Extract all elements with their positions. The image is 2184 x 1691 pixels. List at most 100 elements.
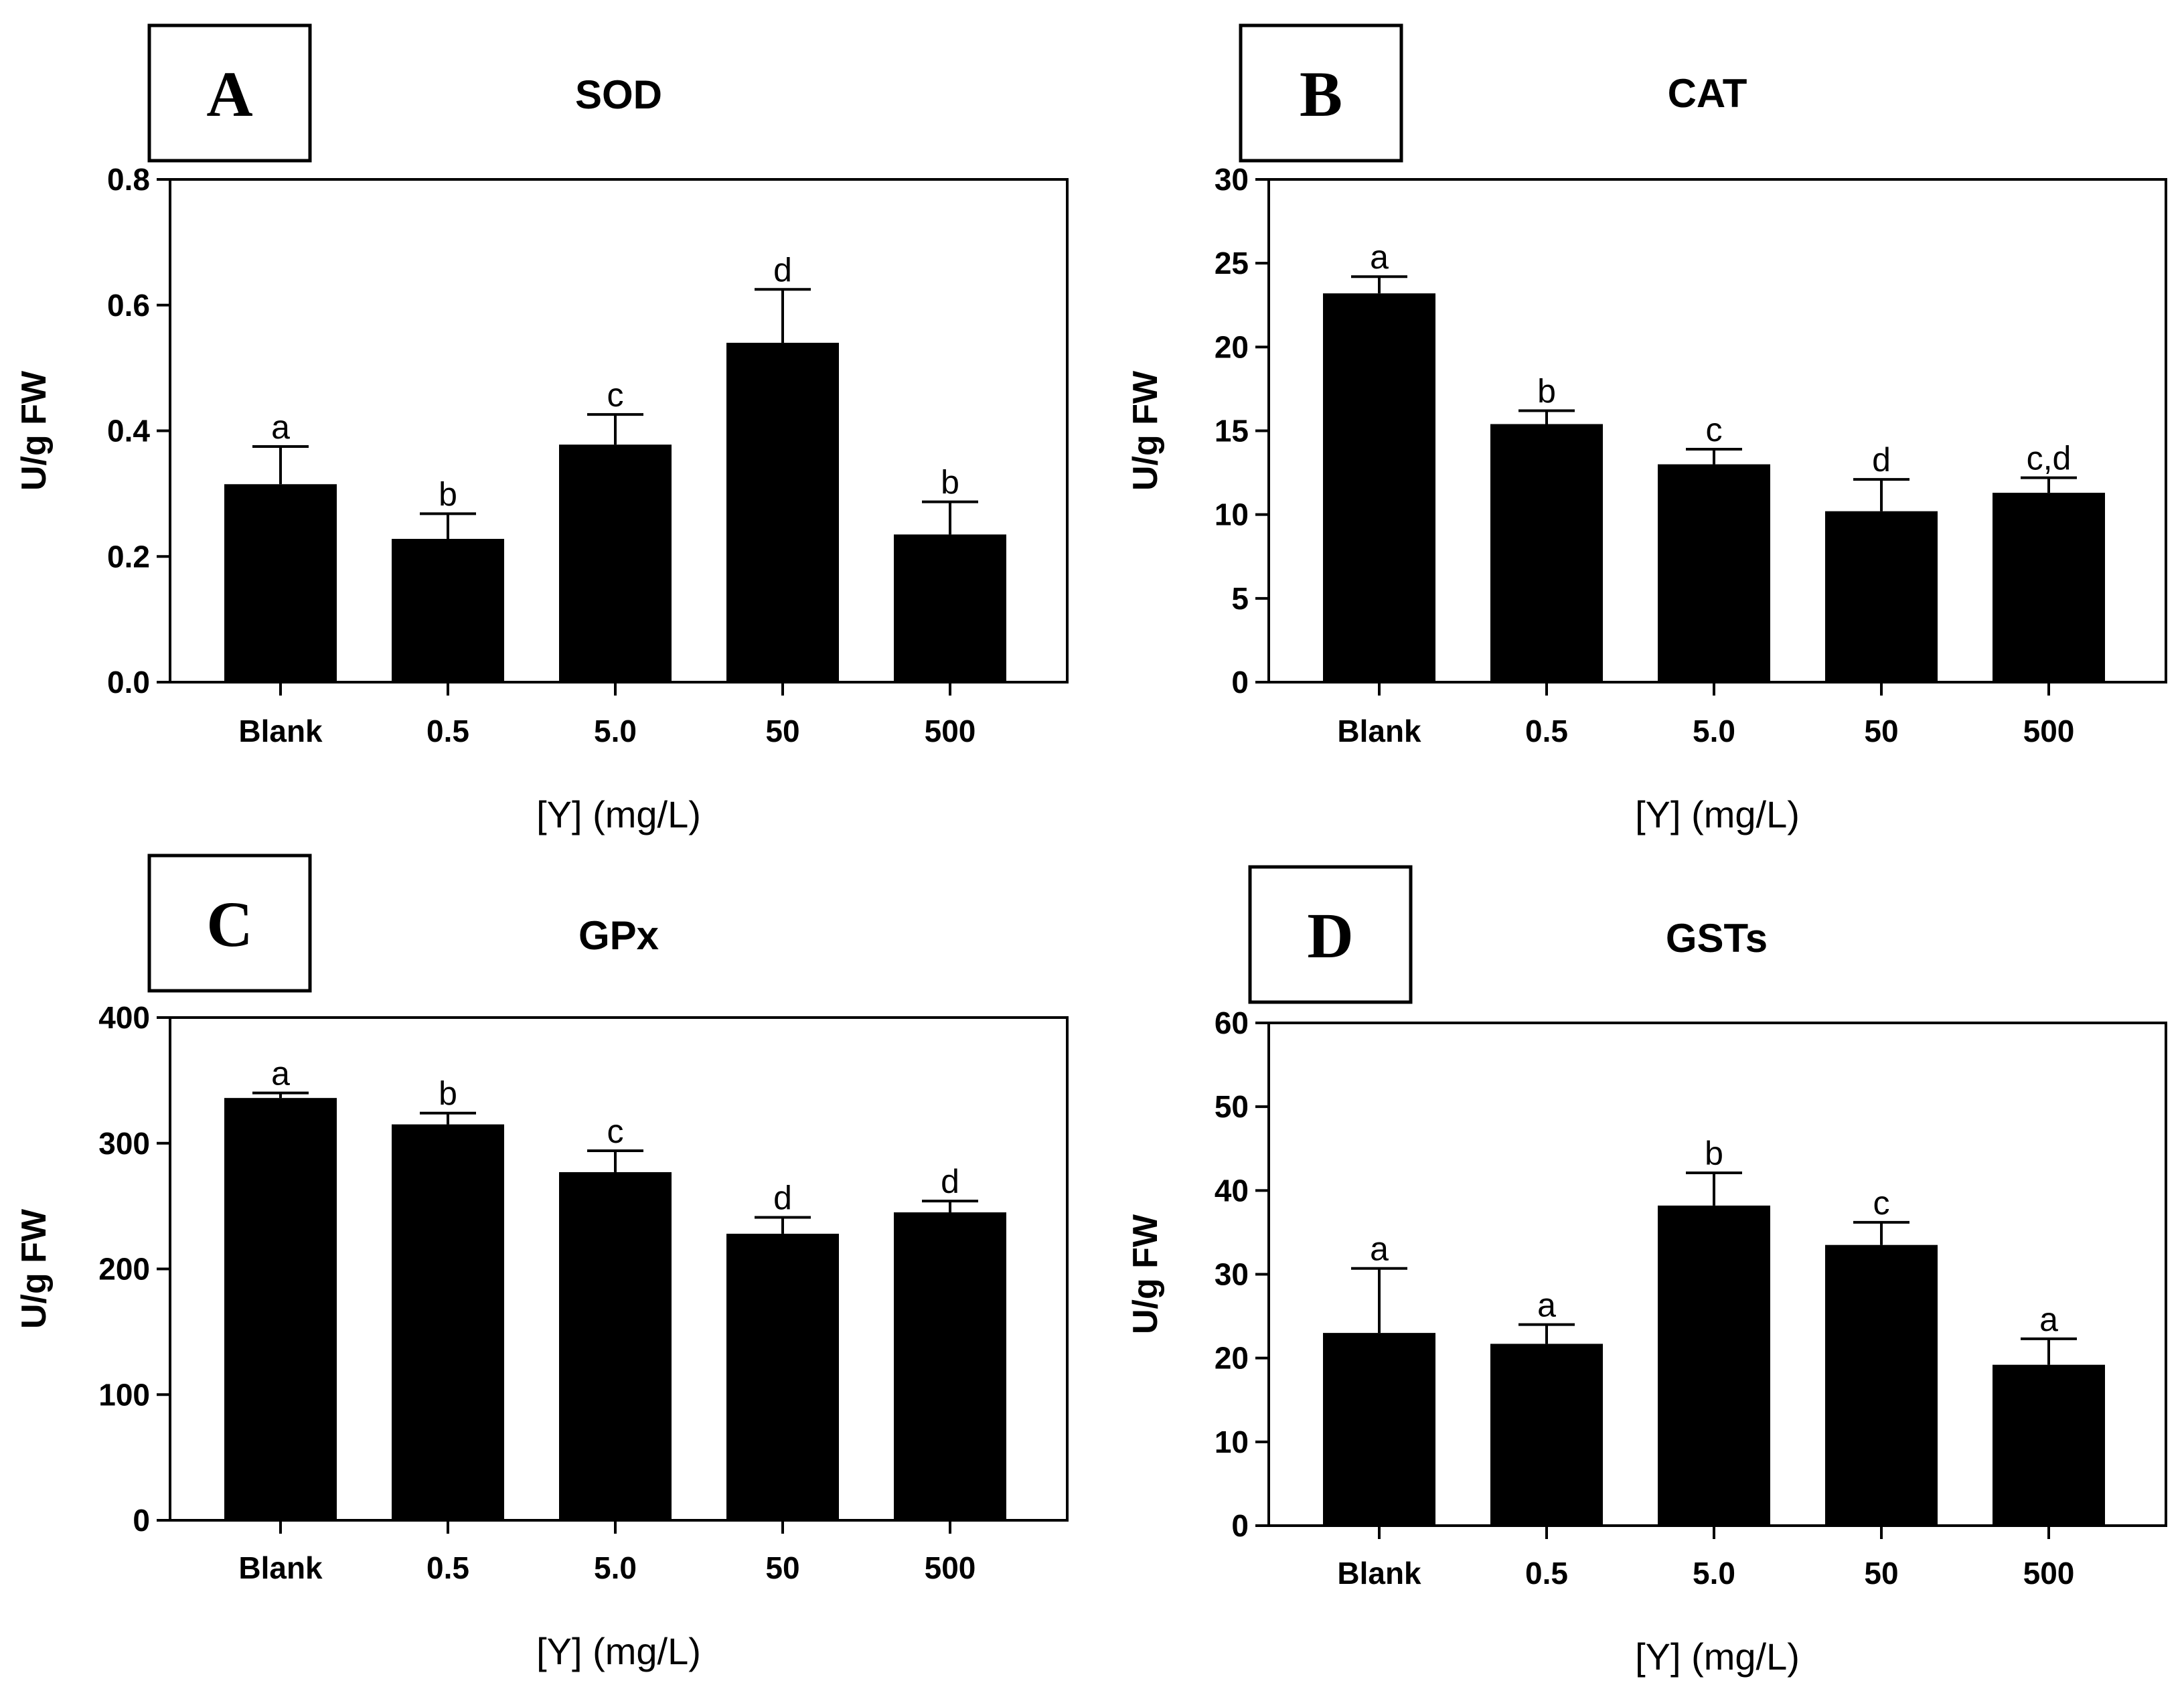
x-tick-label: 50 <box>1864 714 1898 748</box>
significance-label: c,d <box>2027 440 2072 477</box>
bar <box>1323 293 1435 682</box>
y-axis-title: U/g FW <box>15 1208 54 1329</box>
x-tick-label: Blank <box>1337 1556 1421 1591</box>
bar <box>392 538 504 682</box>
bar <box>1658 464 1770 682</box>
panel-letter: C <box>206 888 252 960</box>
bar <box>559 1172 672 1520</box>
bar <box>1490 424 1603 682</box>
y-axis-title: U/g FW <box>1126 1214 1165 1334</box>
panel-b: B CAT 0 5 10 15 20 25 30 U/g FW a Blank b 0.5 c 5.0 d 50 c… <box>1126 23 2167 835</box>
significance-label: b <box>439 1075 457 1113</box>
bar <box>1658 1205 1770 1526</box>
significance-label: d <box>773 251 792 289</box>
panel-letter-box <box>1248 865 1413 1004</box>
y-tick-label: 10 <box>1215 1425 1249 1459</box>
significance-label: b <box>941 464 959 501</box>
bar <box>894 534 1006 682</box>
y-tick-label: 40 <box>1215 1173 1249 1208</box>
y-tick-label: 300 <box>98 1126 150 1161</box>
bar <box>1993 1364 2105 1526</box>
chart-title: SOD <box>575 72 662 117</box>
significance-label: d <box>941 1163 959 1200</box>
x-axis-title: [Y] (mg/L) <box>536 793 701 835</box>
x-tick-label: 500 <box>925 714 976 748</box>
significance-label: d <box>773 1180 792 1217</box>
significance-label: c <box>607 376 624 414</box>
significance-label: a <box>1537 1287 1556 1324</box>
x-axis-title: [Y] (mg/L) <box>536 1630 701 1672</box>
x-tick-label: 50 <box>765 1550 799 1585</box>
bar <box>1323 1333 1435 1526</box>
bar <box>726 1233 839 1520</box>
y-tick-label: 400 <box>98 1000 150 1035</box>
y-tick-label: 30 <box>1215 1257 1249 1292</box>
x-tick-label: 0.5 <box>426 1550 469 1585</box>
x-tick-label: 50 <box>765 714 799 748</box>
significance-label: d <box>1872 441 1891 479</box>
y-tick-label: 20 <box>1215 1341 1249 1376</box>
x-tick-label: 0.5 <box>1525 714 1568 748</box>
x-tick-label: 0.5 <box>426 714 469 748</box>
y-tick-label: 0.6 <box>107 288 150 323</box>
y-tick-label: 60 <box>1215 1005 1249 1040</box>
x-tick-label: 5.0 <box>1693 1556 1735 1591</box>
bar <box>894 1212 1006 1520</box>
significance-label: b <box>1537 372 1556 410</box>
bar <box>224 1098 337 1520</box>
y-tick-label: 50 <box>1215 1089 1249 1124</box>
x-tick-label: 5.0 <box>1693 714 1735 748</box>
significance-label: b <box>1705 1135 1723 1172</box>
chart-title: GPx <box>578 913 659 958</box>
x-tick-label: 500 <box>2023 714 2075 748</box>
panel-letter-box <box>147 854 312 993</box>
y-tick-label: 100 <box>98 1377 150 1412</box>
chart-title: GSTs <box>1666 916 1768 961</box>
y-tick-label: 0.8 <box>107 162 150 197</box>
y-tick-label: 25 <box>1215 246 1249 280</box>
bar <box>392 1124 504 1520</box>
bar <box>559 445 672 682</box>
x-tick-label: 500 <box>925 1550 976 1585</box>
significance-label: a <box>2039 1301 2058 1338</box>
panel-c: C GPx 0 100 200 300 400 U/g FW a Blank b 0.5 c 5.0 d 50… <box>15 854 1069 1672</box>
significance-label: c <box>1706 411 1723 449</box>
y-tick-label: 10 <box>1215 497 1249 532</box>
panel-d: D GSTs 0 10 20 30 40 50 60 U/g FW a Blank a 0.5 b 5.0 c 5… <box>1126 865 2167 1678</box>
panel-letter-box <box>1239 23 1403 163</box>
panel-letter: D <box>1307 900 1353 971</box>
panel-a: A SOD 0.0 0.2 0.4 0.6 0.8 U/g FW a Blank b 0.5 c 5.0 d… <box>15 23 1069 835</box>
x-tick-label: 0.5 <box>1525 1556 1568 1591</box>
significance-label: a <box>271 408 290 446</box>
y-tick-label: 200 <box>98 1252 150 1287</box>
panel-letter: A <box>206 58 252 130</box>
bar <box>726 343 839 682</box>
y-tick-label: 30 <box>1215 162 1249 197</box>
bar <box>1490 1344 1603 1526</box>
x-tick-label: Blank <box>1337 714 1421 748</box>
significance-label: c <box>1873 1184 1890 1222</box>
chart-title: CAT <box>1668 71 1747 116</box>
y-tick-label: 0 <box>133 1503 150 1538</box>
x-tick-label: 5.0 <box>594 1550 637 1585</box>
y-tick-label: 0.0 <box>107 665 150 700</box>
significance-label: c <box>607 1113 624 1150</box>
y-axis-title: U/g FW <box>1126 370 1165 491</box>
y-tick-label: 0.2 <box>107 539 150 574</box>
x-tick-label: Blank <box>238 1550 323 1585</box>
x-tick-label: 50 <box>1864 1556 1898 1591</box>
y-tick-label: 5 <box>1231 581 1249 616</box>
x-tick-label: 500 <box>2023 1556 2075 1591</box>
y-tick-label: 0.4 <box>107 414 150 449</box>
y-tick-label: 20 <box>1215 329 1249 364</box>
y-tick-label: 0 <box>1231 665 1249 700</box>
x-axis-title: [Y] (mg/L) <box>1635 1635 1800 1678</box>
bar <box>1993 493 2105 682</box>
x-tick-label: 5.0 <box>594 714 637 748</box>
bar <box>1825 511 1938 682</box>
x-tick-label: Blank <box>238 714 323 748</box>
significance-label: b <box>439 475 457 513</box>
x-axis-title: [Y] (mg/L) <box>1635 793 1800 835</box>
significance-label: a <box>1370 1230 1389 1268</box>
